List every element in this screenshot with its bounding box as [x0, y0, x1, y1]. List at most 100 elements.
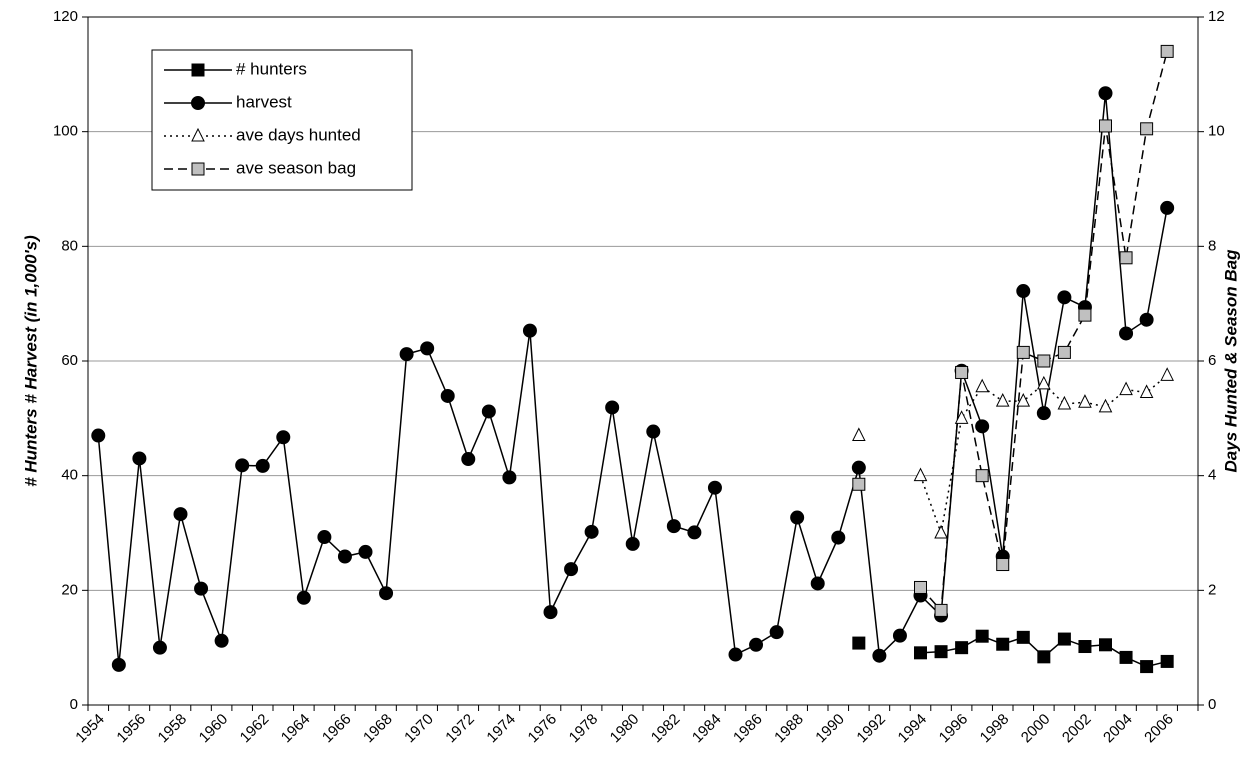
- marker: [1099, 119, 1112, 133]
- x-tick-label: 1984: [689, 711, 725, 747]
- marker: [502, 470, 517, 485]
- marker: [1119, 650, 1133, 664]
- marker: [955, 365, 969, 379]
- marker: [1160, 654, 1174, 668]
- x-tick-label: 1956: [113, 711, 149, 747]
- marker: [1078, 640, 1092, 654]
- x-tick-label: 1996: [936, 711, 972, 747]
- marker: [790, 510, 805, 525]
- y-tick-label: 80: [61, 237, 78, 254]
- marker: [358, 544, 373, 559]
- x-tick-label: 1978: [566, 711, 602, 747]
- marker: [605, 400, 620, 415]
- marker: [191, 162, 205, 176]
- x-tick-label: 2004: [1100, 711, 1136, 747]
- x-tick-label: 1980: [607, 711, 643, 747]
- marker: [111, 657, 126, 672]
- x-tick-label: 1960: [196, 711, 232, 747]
- marker: [214, 633, 229, 648]
- marker: [913, 467, 928, 482]
- marker: [851, 460, 866, 475]
- marker: [1098, 86, 1113, 101]
- marker: [1057, 290, 1072, 305]
- marker: [707, 480, 722, 495]
- marker: [1036, 406, 1051, 421]
- marker: [191, 127, 205, 142]
- marker: [461, 452, 476, 467]
- marker: [1140, 122, 1154, 136]
- marker: [1037, 375, 1051, 390]
- x-tick-label: 1994: [895, 711, 931, 747]
- y-tick-label: 20: [61, 581, 78, 598]
- x-tick-label: 1966: [319, 711, 355, 747]
- marker: [235, 458, 250, 473]
- y2-tick-label: 2: [1208, 581, 1216, 598]
- marker: [852, 477, 866, 491]
- marker: [996, 558, 1010, 572]
- y-tick-label: 120: [53, 8, 78, 25]
- marker: [954, 410, 969, 424]
- y2-tick-label: 6: [1208, 352, 1216, 369]
- marker: [191, 96, 205, 110]
- marker: [914, 580, 927, 594]
- x-tick-label: 1986: [730, 711, 766, 747]
- marker: [1160, 44, 1174, 58]
- x-tick-label: 2002: [1059, 711, 1095, 747]
- marker: [934, 524, 948, 539]
- marker: [728, 647, 743, 662]
- marker: [646, 424, 661, 439]
- marker: [1057, 395, 1072, 410]
- marker: [831, 530, 846, 545]
- marker: [543, 605, 558, 620]
- marker: [1016, 393, 1031, 407]
- marker: [1016, 630, 1030, 644]
- marker: [1160, 200, 1175, 215]
- marker: [173, 507, 188, 522]
- marker: [975, 469, 989, 483]
- marker: [1057, 345, 1071, 359]
- marker: [749, 637, 764, 652]
- marker: [852, 427, 866, 442]
- legend-label: ave season bag: [236, 158, 356, 177]
- x-tick-label: 1968: [360, 711, 396, 747]
- marker: [810, 576, 825, 591]
- x-tick-label: 1982: [648, 711, 684, 747]
- marker: [152, 640, 167, 655]
- marker: [420, 341, 435, 356]
- marker: [194, 581, 209, 596]
- x-tick-label: 1954: [72, 711, 108, 747]
- marker: [191, 63, 205, 77]
- marker: [1139, 312, 1154, 327]
- x-tick-label: 1988: [771, 711, 807, 747]
- marker: [337, 549, 352, 564]
- marker: [1037, 650, 1051, 664]
- marker: [1119, 251, 1133, 265]
- marker: [276, 430, 291, 445]
- marker: [1140, 660, 1154, 674]
- marker: [975, 419, 990, 434]
- marker: [852, 636, 866, 650]
- marker: [892, 628, 907, 643]
- marker: [379, 586, 394, 601]
- y2-tick-label: 12: [1208, 8, 1225, 25]
- y-tick-label: 40: [61, 467, 78, 484]
- x-tick-label: 1972: [442, 711, 478, 747]
- y-tick-label: 100: [53, 123, 78, 140]
- marker: [995, 393, 1010, 407]
- marker: [440, 388, 455, 403]
- marker: [1098, 398, 1113, 413]
- marker: [975, 378, 989, 393]
- marker: [666, 519, 681, 534]
- marker: [317, 530, 332, 545]
- y2-tick-label: 4: [1208, 467, 1216, 484]
- marker: [769, 625, 784, 640]
- marker: [1078, 394, 1092, 408]
- x-tick-label: 1964: [278, 711, 314, 747]
- marker: [1016, 284, 1031, 299]
- x-tick-label: 1990: [812, 711, 848, 747]
- marker: [1119, 381, 1133, 396]
- x-tick-label: 1976: [525, 711, 561, 747]
- marker: [584, 524, 599, 539]
- marker: [1119, 326, 1134, 341]
